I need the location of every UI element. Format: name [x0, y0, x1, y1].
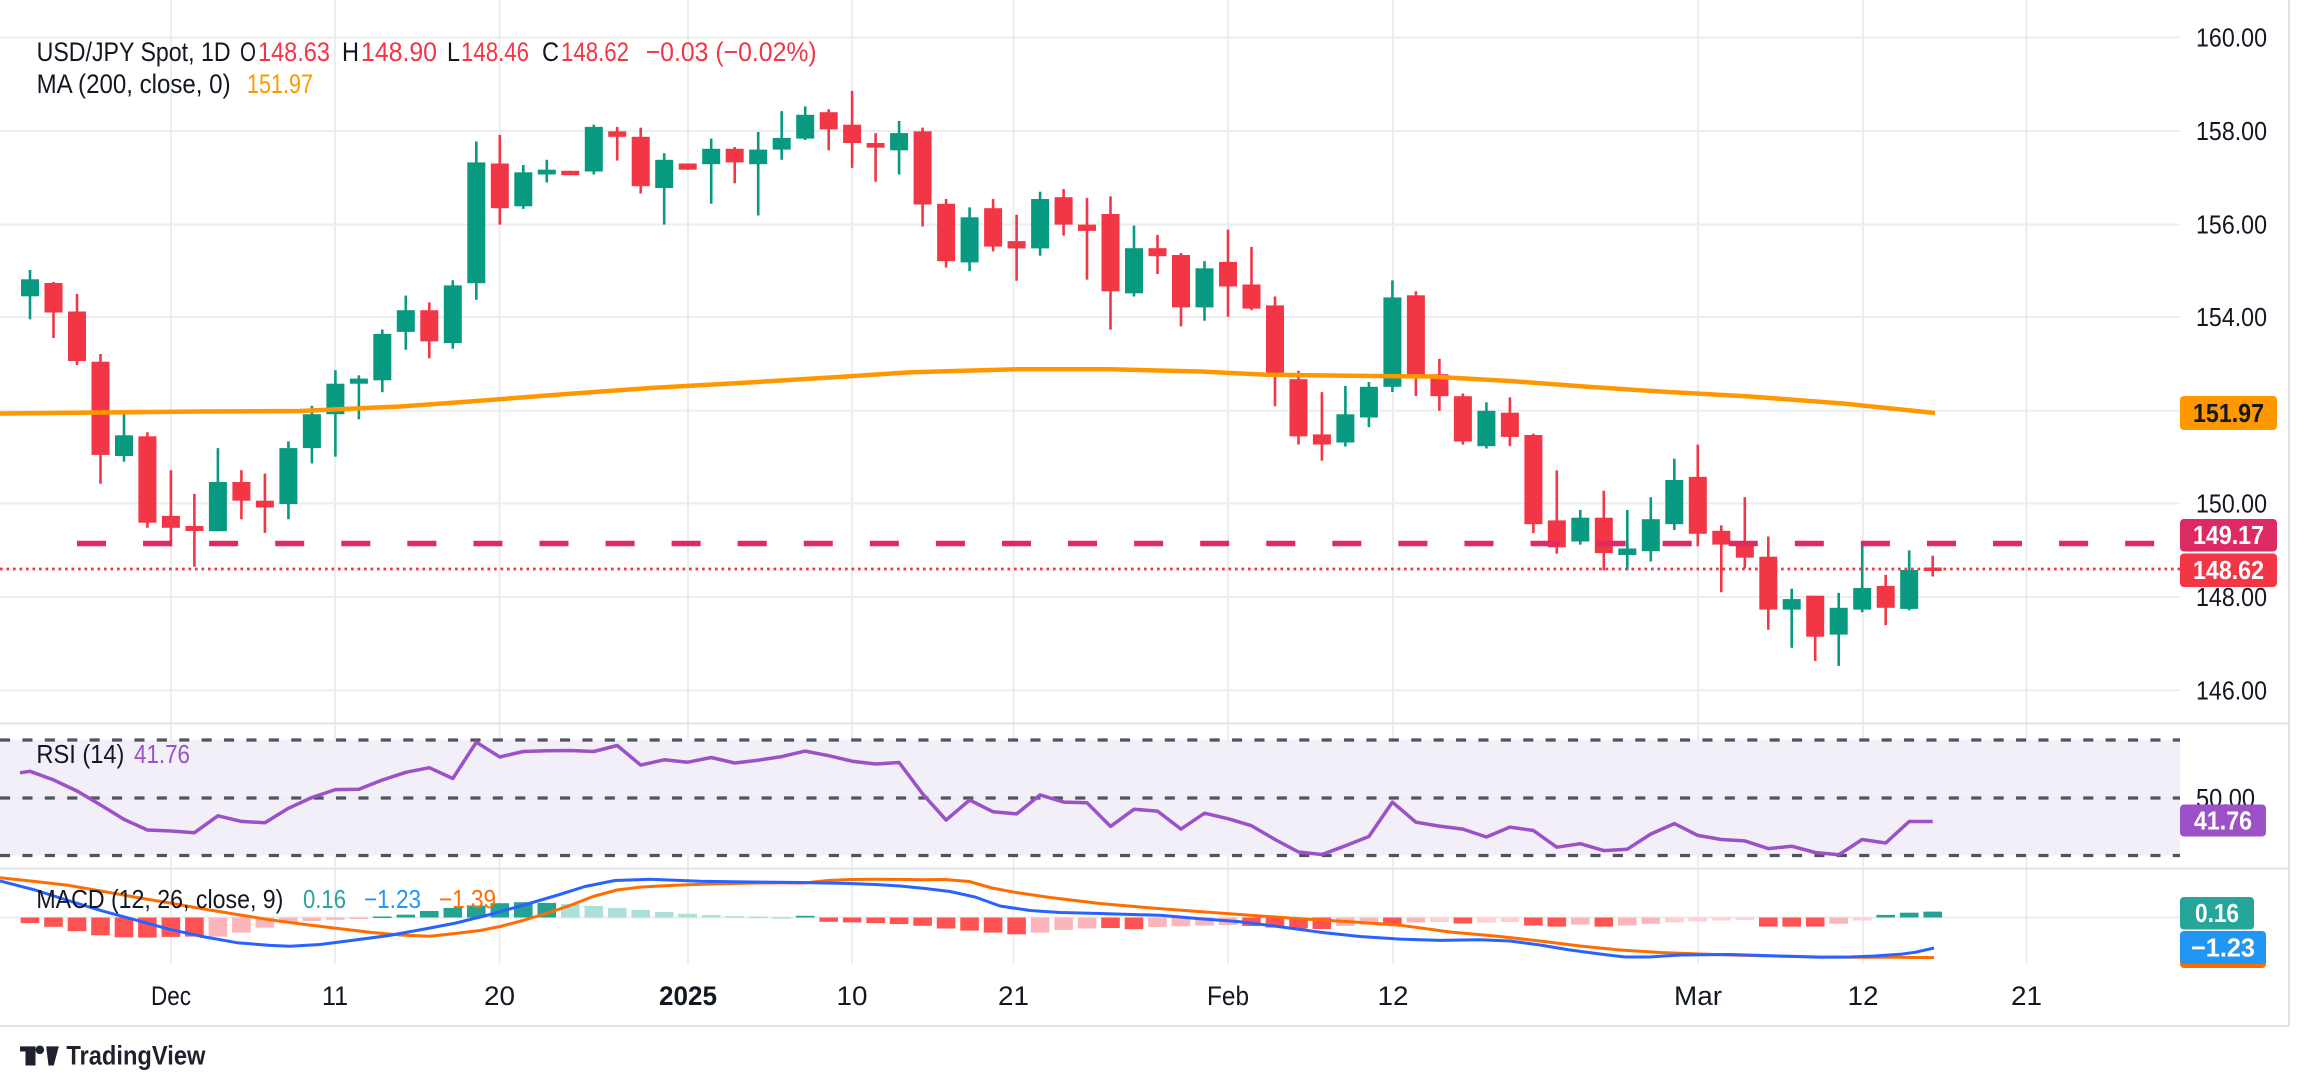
- svg-text:RSI (14): RSI (14): [36, 739, 124, 769]
- svg-text:12: 12: [1848, 981, 1879, 1011]
- svg-text:H: H: [342, 37, 359, 67]
- svg-text:149.17: 149.17: [2193, 520, 2264, 550]
- svg-text:41.76: 41.76: [2194, 806, 2252, 836]
- svg-text:148.62: 148.62: [561, 37, 629, 67]
- svg-text:L: L: [447, 37, 460, 67]
- svg-text:20: 20: [484, 981, 515, 1011]
- svg-text:150.00: 150.00: [2196, 488, 2267, 518]
- svg-text:151.97: 151.97: [2193, 398, 2264, 428]
- svg-text:−1.23: −1.23: [364, 884, 421, 914]
- svg-text:21: 21: [998, 981, 1029, 1011]
- svg-text:21: 21: [2011, 981, 2042, 1011]
- svg-text:−1.23: −1.23: [2191, 933, 2255, 963]
- svg-text:0.16: 0.16: [303, 884, 346, 914]
- svg-text:148.63: 148.63: [258, 37, 330, 67]
- svg-text:MACD (12, 26, close, 9): MACD (12, 26, close, 9): [36, 884, 283, 914]
- svg-text:TradingView: TradingView: [66, 1041, 206, 1071]
- svg-text:Mar: Mar: [1674, 981, 1722, 1011]
- svg-text:160.00: 160.00: [2196, 23, 2267, 53]
- svg-text:11: 11: [322, 981, 348, 1011]
- svg-text:C: C: [542, 37, 559, 67]
- svg-text:146.00: 146.00: [2196, 675, 2267, 705]
- svg-text:−0.03 (−0.02%): −0.03 (−0.02%): [646, 37, 817, 67]
- svg-text:148.46: 148.46: [461, 37, 529, 67]
- svg-text:USD/JPY Spot, 1D: USD/JPY Spot, 1D: [37, 37, 231, 67]
- svg-text:O: O: [240, 37, 256, 67]
- svg-text:148.90: 148.90: [361, 37, 437, 67]
- svg-text:148.62: 148.62: [2193, 555, 2264, 585]
- svg-text:154.00: 154.00: [2196, 302, 2267, 332]
- svg-text:Dec: Dec: [151, 981, 191, 1011]
- svg-text:0.16: 0.16: [2195, 898, 2239, 928]
- svg-text:158.00: 158.00: [2196, 116, 2267, 146]
- svg-text:156.00: 156.00: [2196, 210, 2267, 240]
- svg-text:Feb: Feb: [1207, 981, 1249, 1011]
- svg-text:MA (200, close, 0): MA (200, close, 0): [37, 69, 231, 99]
- svg-text:10: 10: [837, 981, 868, 1011]
- svg-text:−1.39: −1.39: [439, 884, 496, 914]
- svg-text:151.97: 151.97: [247, 69, 313, 99]
- svg-text:41.76: 41.76: [134, 739, 190, 769]
- svg-text:2025: 2025: [659, 981, 717, 1011]
- svg-text:12: 12: [1378, 981, 1409, 1011]
